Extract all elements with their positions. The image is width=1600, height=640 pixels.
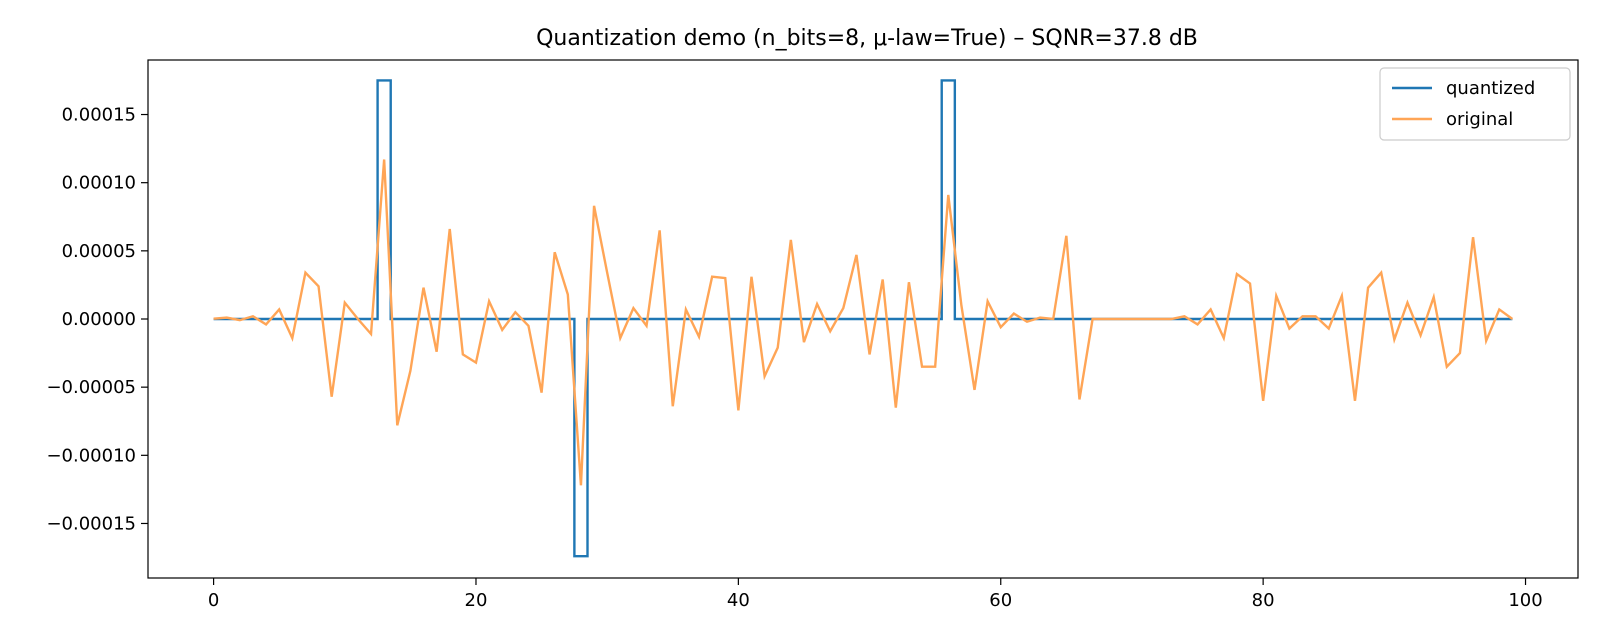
x-tick-label: 20	[465, 590, 488, 611]
y-tick-label: −0.00010	[46, 445, 136, 466]
x-tick-label: 40	[727, 590, 750, 611]
y-tick-label: 0.00000	[62, 309, 136, 330]
y-tick-label: 0.00015	[62, 105, 136, 126]
legend: quantized original	[1379, 67, 1571, 141]
chart-title: Quantization demo (n_bits=8, μ-law=True)…	[536, 26, 1198, 51]
x-tick-label: 80	[1252, 590, 1275, 611]
x-tick-label: 60	[989, 590, 1012, 611]
y-tick-label: 0.00005	[62, 241, 136, 262]
x-tick-label: 0	[208, 590, 219, 611]
x-tick-label: 100	[1508, 590, 1542, 611]
axes: 0 20 40 60 80 100 −0.00015 −0.00010 −0.00005 0.00…	[46, 59, 1579, 611]
legend-label-quantized: quantized	[1446, 78, 1535, 99]
legend-label-original: original	[1446, 109, 1513, 130]
plot-area	[213, 79, 1514, 558]
series-line-original	[213, 159, 1514, 486]
y-tick-label: 0.00010	[62, 173, 136, 194]
series-line-quantized	[213, 79, 1513, 558]
y-tick-label: −0.00005	[46, 377, 136, 398]
y-tick-label: −0.00015	[46, 513, 136, 534]
legend-box	[1379, 67, 1571, 141]
